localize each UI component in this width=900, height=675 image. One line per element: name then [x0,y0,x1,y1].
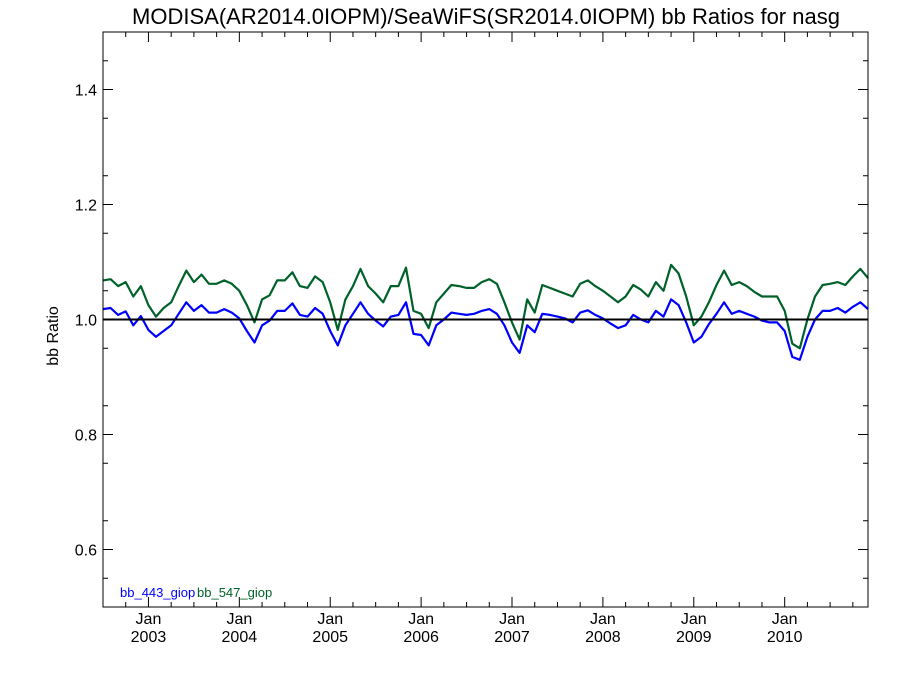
x-tick-month: Jan [590,611,616,628]
x-tick-year: 2003 [131,629,167,646]
plot-frame [102,31,869,608]
x-tick-year: 2008 [585,629,621,646]
x-tick-month: Jan [408,611,434,628]
x-tick-month: Jan [681,611,707,628]
y-tick-label: 1.2 [75,198,97,215]
x-tick-year: 2007 [494,629,530,646]
x-tick-year: 2006 [403,629,439,646]
x-tick-month: Jan [136,611,162,628]
x-tick-month: Jan [317,611,343,628]
x-tick-month: Jan [226,611,252,628]
y-tick-label: 1.4 [75,83,97,100]
x-tick-year: 2004 [222,629,258,646]
y-tick-label: 1.0 [75,313,97,330]
legend-entry: bb_443_giop [120,585,195,600]
x-tick-month: Jan [499,611,525,628]
x-tick-month: Jan [772,611,798,628]
y-axis-label: bb Ratio [45,306,62,366]
series-line-bb_547_giop [102,263,869,350]
chart-title: MODISA(AR2014.0IOPM)/SeaWiFS(SR2014.0IOP… [132,4,840,29]
series-line-bb_443_giop [102,298,869,361]
legend: bb_443_giop bb_547_giop [120,585,272,600]
axis-ticks: 0.60.81.01.21.4Jan2003Jan2004Jan2005Jan2… [75,32,868,646]
x-tick-year: 2005 [312,629,348,646]
y-tick-label: 0.8 [75,428,97,445]
x-tick-year: 2009 [676,629,712,646]
x-tick-year: 2010 [767,629,803,646]
y-tick-label: 0.6 [75,543,97,560]
legend-entry: bb_547_giop [197,585,272,600]
series-lines [102,263,869,361]
